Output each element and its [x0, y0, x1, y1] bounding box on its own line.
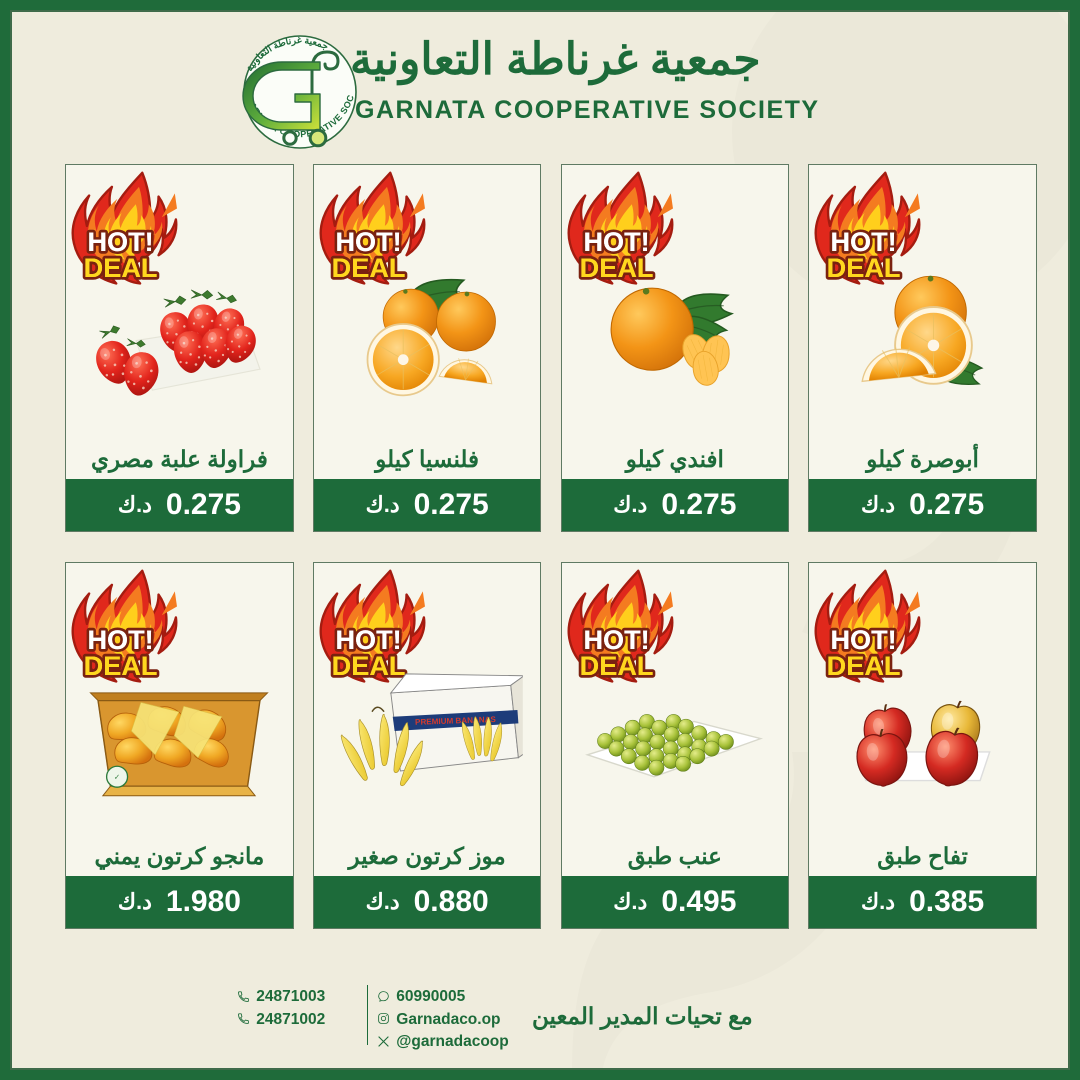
svg-text:✓: ✓ [114, 772, 120, 781]
